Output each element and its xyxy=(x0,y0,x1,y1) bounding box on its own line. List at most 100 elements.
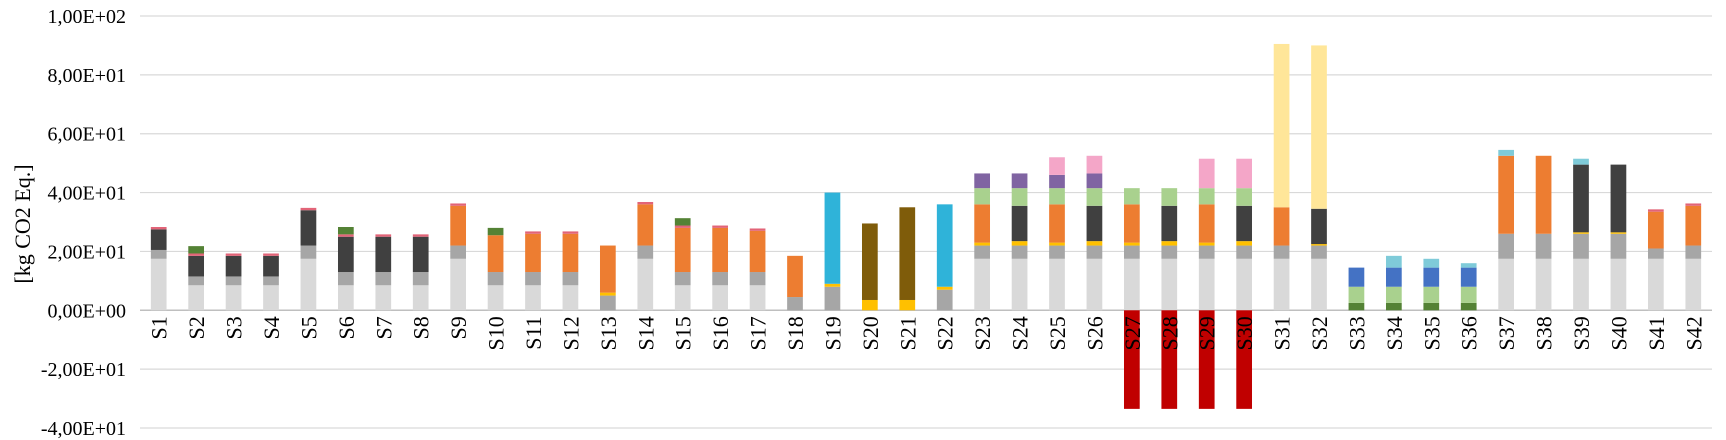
bar-segment xyxy=(1161,258,1178,311)
bar-segment xyxy=(674,227,691,273)
bar-segment xyxy=(637,258,654,311)
bar-segment xyxy=(375,236,392,273)
bar-segment xyxy=(637,204,654,246)
x-tick-label: S10 xyxy=(484,316,509,350)
x-tick-label: S13 xyxy=(596,316,621,350)
bar-segment xyxy=(712,285,729,311)
bar-segment xyxy=(1647,209,1664,212)
y-tick-label: -4,00E+01 xyxy=(41,418,126,440)
bar-segment xyxy=(824,192,841,284)
bar-segment xyxy=(1610,232,1627,234)
x-tick-label: S20 xyxy=(858,316,883,350)
x-tick-label: S18 xyxy=(783,316,808,350)
bar-segment xyxy=(1011,258,1028,311)
bar-segment xyxy=(1498,149,1515,156)
bar-segment xyxy=(412,234,429,237)
x-tick-label: S42 xyxy=(1681,316,1706,350)
bar-segment xyxy=(1049,188,1065,205)
x-tick-label: S7 xyxy=(371,316,396,339)
bar-segment xyxy=(1273,43,1290,208)
bar-segment xyxy=(674,225,691,228)
bar-segment xyxy=(1685,203,1702,206)
bar-segment xyxy=(1311,245,1327,259)
bar-segment xyxy=(1198,188,1215,205)
bar-segment xyxy=(375,234,392,237)
bar-segment xyxy=(225,255,242,277)
x-tick-label: S29 xyxy=(1195,316,1220,350)
bar-segment xyxy=(861,223,878,300)
y-tick-label: 2,00E+01 xyxy=(48,241,127,263)
bar-segment xyxy=(974,204,991,243)
bar-segment xyxy=(188,253,205,256)
x-tick-label: S27 xyxy=(1120,316,1145,350)
bar-segment xyxy=(188,255,205,277)
y-tick-label: -2,00E+01 xyxy=(41,359,126,381)
x-tick-label: S8 xyxy=(409,316,434,339)
x-tick-label: S24 xyxy=(1008,316,1033,350)
bar-segment xyxy=(1311,244,1327,246)
bar-segment xyxy=(263,285,279,311)
x-tick-label: S32 xyxy=(1307,316,1332,350)
bar-segment xyxy=(337,227,354,235)
x-tick-label: S40 xyxy=(1606,316,1631,350)
bar-segment xyxy=(1086,188,1103,206)
bar-segment xyxy=(375,272,392,286)
bar-segment xyxy=(1161,205,1178,242)
x-tick-label: S22 xyxy=(933,316,958,350)
bar-segment xyxy=(599,295,616,311)
bar-segment xyxy=(1236,158,1253,189)
bar-segment xyxy=(1049,258,1065,311)
x-tick-label: S37 xyxy=(1494,316,1519,350)
bar-segment xyxy=(1460,263,1477,268)
y-axis-title: [kg CO2 Eq.] xyxy=(10,164,35,283)
bar-segment xyxy=(1311,258,1327,311)
bar-segment xyxy=(1198,310,1215,409)
x-tick-label: S41 xyxy=(1644,316,1669,350)
bar-segment xyxy=(1049,204,1065,243)
bar-segment xyxy=(300,207,317,211)
bar-segment xyxy=(1685,245,1702,259)
bar-segment xyxy=(450,245,467,259)
x-tick-label: S17 xyxy=(746,316,771,350)
x-tick-label: S16 xyxy=(708,316,733,350)
x-tick-label: S33 xyxy=(1344,316,1369,350)
y-tick-label: 1,00E+02 xyxy=(48,6,127,28)
bar-segment xyxy=(300,245,317,259)
bar-segment xyxy=(1123,242,1140,246)
bar-segment xyxy=(562,272,579,286)
bar-segment xyxy=(412,236,429,273)
bar-segment xyxy=(1123,188,1140,205)
bar-segment xyxy=(1685,205,1702,246)
bar-segment xyxy=(150,227,167,230)
x-tick-label: S34 xyxy=(1382,316,1407,350)
bar-segment xyxy=(1273,258,1290,311)
bar-segment xyxy=(674,272,691,286)
x-tick-label: S6 xyxy=(334,316,359,339)
bar-segment xyxy=(562,285,579,311)
bar-segment xyxy=(749,228,766,231)
bar-segment xyxy=(1161,310,1178,409)
bar-segment xyxy=(712,272,729,286)
x-tick-label: S25 xyxy=(1045,316,1070,350)
bar-segment xyxy=(974,258,991,311)
bar-segment xyxy=(749,272,766,286)
bar-segment xyxy=(1647,258,1664,311)
bar-segment xyxy=(1535,155,1552,234)
bar-segment xyxy=(1236,245,1253,259)
bar-segment xyxy=(1198,204,1215,243)
x-tick-label: S9 xyxy=(446,316,471,339)
x-tick-label: S4 xyxy=(259,316,284,339)
bar-segment xyxy=(1498,233,1515,259)
bar-segment xyxy=(1161,241,1178,246)
bar-segment xyxy=(1086,155,1103,174)
bar-segment xyxy=(1610,164,1627,233)
bar-segment xyxy=(337,236,354,273)
bar-segment xyxy=(1086,258,1103,311)
bar-segment xyxy=(1236,241,1253,246)
bar-segment xyxy=(1685,258,1702,311)
bar-segment xyxy=(1011,241,1028,246)
bar-segment xyxy=(1535,258,1552,311)
bar-segment xyxy=(749,230,766,273)
bar-segment xyxy=(1423,258,1440,268)
bar-segment xyxy=(263,255,279,277)
